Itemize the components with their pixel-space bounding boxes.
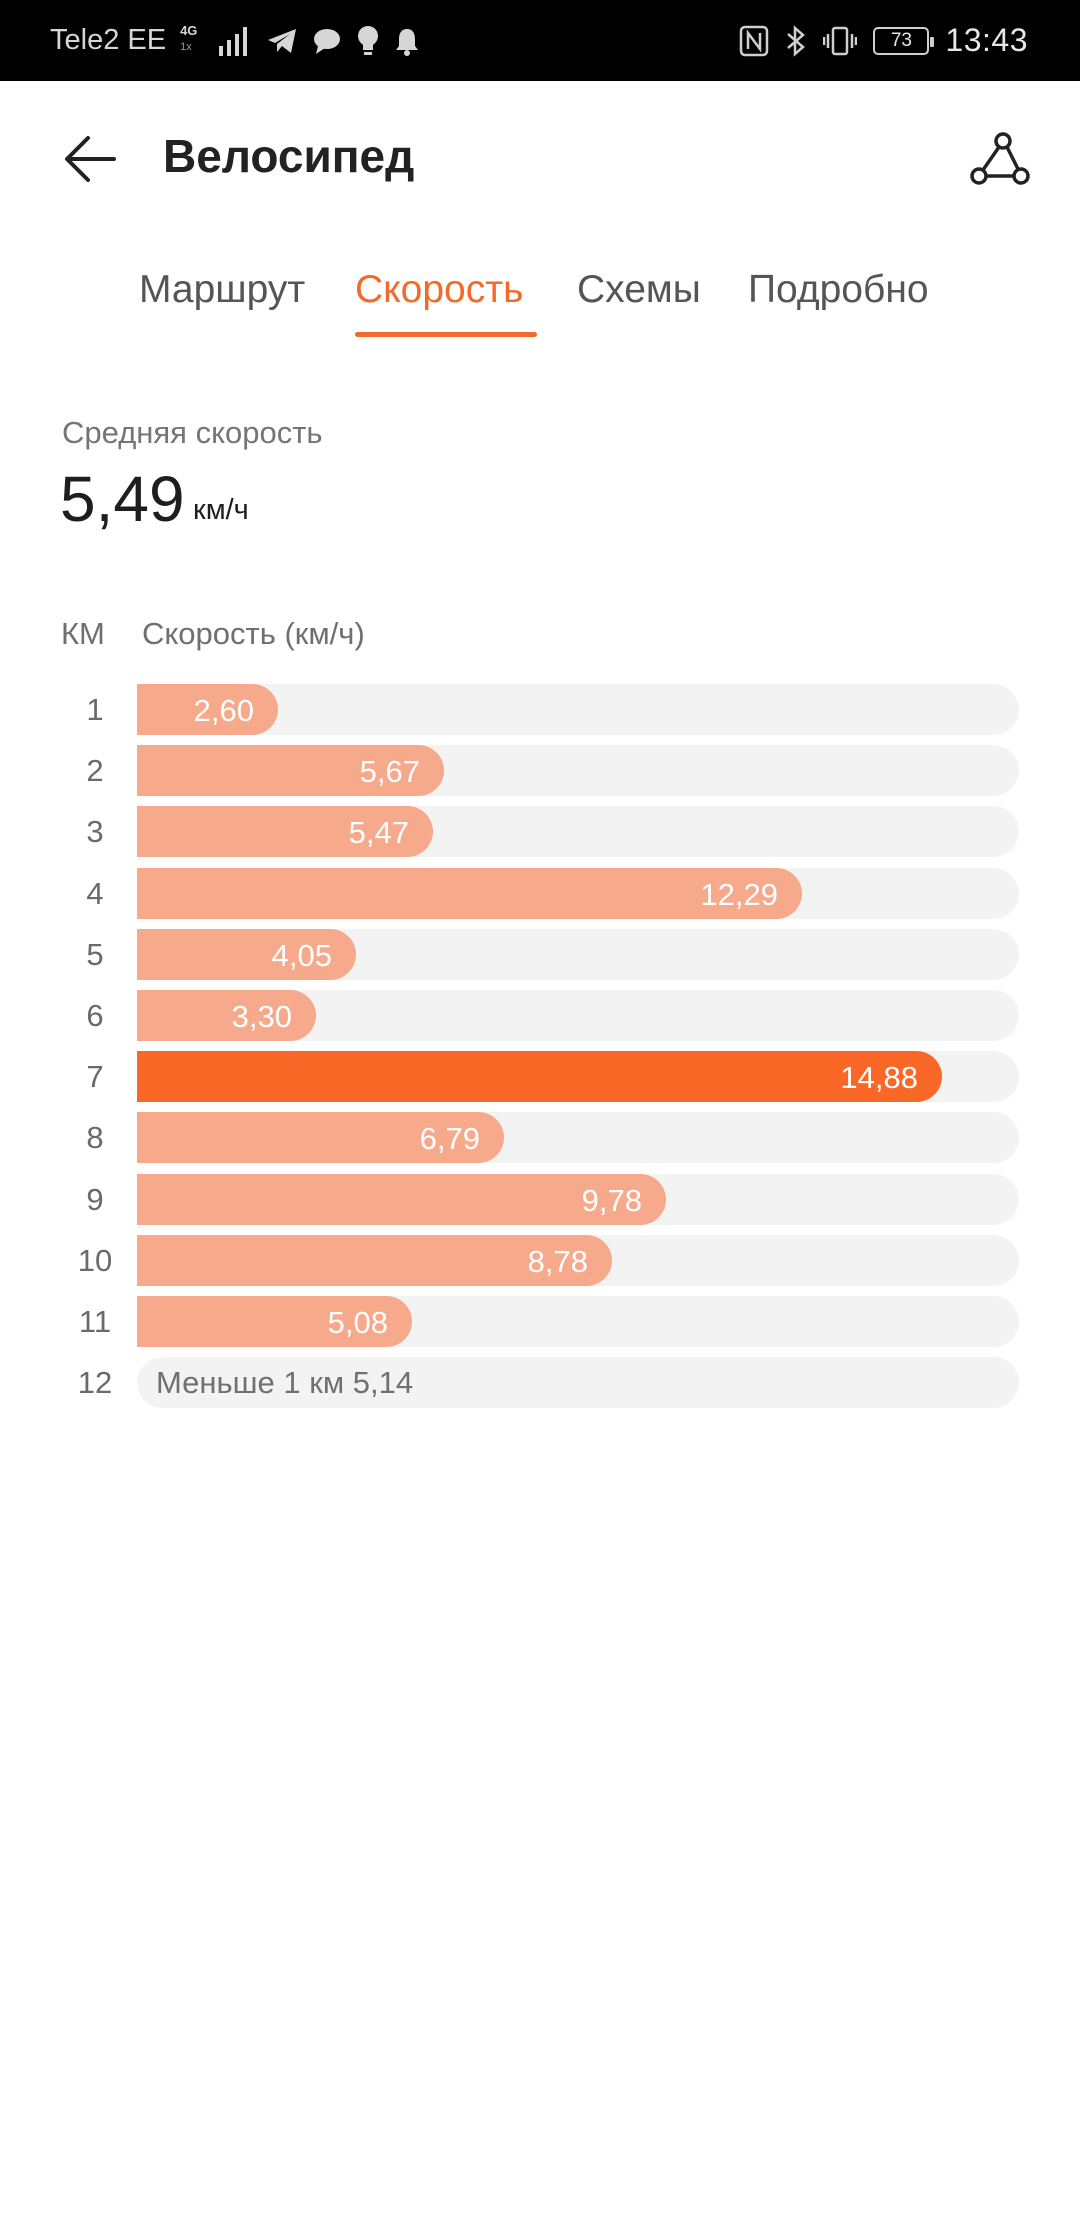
active-tab-indicator	[355, 332, 537, 337]
speed-value-label: 3,30	[231, 999, 292, 1034]
speed-bar: 9,78	[137, 1174, 666, 1225]
km-number: 7	[86, 1059, 104, 1094]
average-speed-unit: км/ч	[193, 494, 249, 526]
status-bar: Tele2 EE 4G 1x	[0, 0, 1080, 81]
telegram-icon	[268, 28, 297, 53]
status-bar-right: 73 13:43	[739, 0, 1028, 81]
km-number: 10	[77, 1243, 113, 1278]
network-sub-label: 1x	[180, 40, 192, 53]
km-column-header: КМ	[61, 616, 105, 651]
km-number: 9	[86, 1182, 104, 1217]
speed-bar: 4,05	[137, 929, 356, 980]
table-row: 6 3,30	[0, 990, 1080, 1041]
table-row: 3 5,47	[0, 806, 1080, 857]
arrow-left-icon	[65, 136, 116, 182]
table-row: 9 9,78	[0, 1174, 1080, 1225]
tab-details[interactable]: Подробно	[748, 268, 929, 311]
table-row: 11 5,08	[0, 1296, 1080, 1347]
bar-track	[137, 684, 1019, 735]
table-row: 1 2,60	[0, 684, 1080, 735]
network-type: 4G 1x	[180, 21, 226, 61]
average-speed-label: Средняя скорость	[62, 415, 323, 450]
speed-value-label: 9,78	[581, 1183, 642, 1218]
status-bar-left: Tele2 EE 4G 1x	[50, 0, 420, 81]
bar-track	[137, 1357, 1019, 1408]
bell-icon	[396, 28, 419, 56]
km-number: 12	[77, 1365, 113, 1400]
table-row: 10 8,78	[0, 1235, 1080, 1286]
partial-km-label: Меньше 1 км 5,14	[156, 1365, 414, 1400]
speed-bar: 6,79	[137, 1112, 504, 1163]
km-number: 1	[86, 692, 104, 727]
speed-value-label: 12,29	[700, 877, 778, 912]
speed-column-header: Скорость (км/ч)	[142, 616, 365, 651]
tab-route[interactable]: Маршрут	[139, 268, 306, 311]
table-row: 5 4,05	[0, 929, 1080, 980]
speed-value-label: 2,60	[193, 693, 254, 728]
speed-value-label: 5,08	[327, 1305, 388, 1340]
clock: 13:43	[945, 22, 1028, 58]
battery-icon: 73	[873, 26, 935, 55]
speed-value-label: 14,88	[840, 1060, 918, 1095]
table-row: 8 6,79	[0, 1112, 1080, 1163]
back-button[interactable]	[50, 119, 130, 199]
lightbulb-icon	[358, 25, 379, 55]
table-row-partial: 12 Меньше 1 км 5,14	[0, 1357, 1080, 1408]
speed-value-label: 4,05	[271, 938, 332, 973]
km-number: 4	[86, 876, 104, 911]
km-number: 3	[86, 814, 104, 849]
speed-value-label: 5,67	[359, 754, 420, 789]
nfc-icon	[740, 25, 769, 56]
tab-speed[interactable]: Скорость	[355, 268, 524, 311]
battery-level: 73	[890, 29, 912, 51]
speed-bar: 12,29	[137, 868, 802, 919]
speed-bar: 8,78	[137, 1235, 612, 1286]
tab-bar: Маршрут Скорость Схемы Подробно	[0, 268, 1080, 348]
signal-icon	[219, 26, 248, 56]
speed-value-label: 6,79	[419, 1121, 480, 1156]
route-icon	[970, 132, 1030, 185]
speed-bar: 5,67	[137, 745, 444, 796]
km-number: 2	[86, 753, 104, 788]
tab-charts[interactable]: Схемы	[577, 268, 701, 311]
page-title: Велосипед	[163, 130, 415, 182]
km-number: 11	[78, 1304, 112, 1339]
table-row: 2 5,67	[0, 745, 1080, 796]
vibrate-icon	[823, 26, 858, 55]
bluetooth-icon	[787, 24, 806, 57]
speed-bar: 14,88	[137, 1051, 942, 1102]
table-row: 7 14,88	[0, 1051, 1080, 1102]
speed-value-label: 5,47	[348, 815, 409, 850]
speed-value-label: 8,78	[527, 1244, 588, 1279]
table-row: 4 12,29	[0, 868, 1080, 919]
carrier-label: Tele2 EE	[50, 24, 167, 56]
speed-bar: 5,08	[137, 1296, 412, 1347]
speed-bar: 2,60	[137, 684, 278, 735]
speed-bar: 5,47	[137, 806, 433, 857]
speed-bar: 3,30	[137, 990, 316, 1041]
average-speed-value: 5,49	[60, 463, 185, 535]
km-number: 6	[86, 998, 104, 1033]
km-number: 8	[86, 1120, 104, 1155]
chat-bubble-icon	[314, 28, 341, 54]
network-type-label: 4G	[180, 22, 198, 38]
route-button[interactable]	[960, 119, 1040, 199]
km-number: 5	[86, 937, 104, 972]
app-bar: Велосипед	[0, 81, 1080, 231]
